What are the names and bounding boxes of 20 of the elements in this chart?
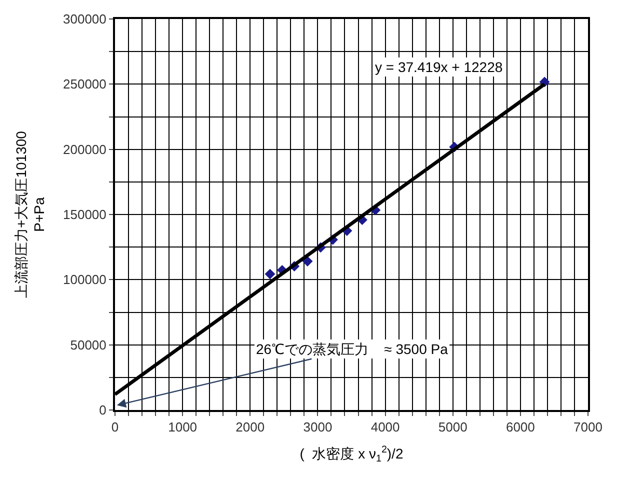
y-tick-label: 150000 [63, 207, 106, 222]
x-tick-label: 7000 [574, 420, 602, 435]
y-tick-label: 100000 [63, 272, 106, 288]
y-tick-label: 250000 [63, 76, 106, 92]
point [264, 268, 276, 280]
y-axis-title: 上流部圧力+大気圧101300 P+Pa [12, 130, 48, 298]
annotation: 26℃での蒸気圧力 ≈ 3500 Pa [256, 341, 448, 357]
x-tick-label: 4000 [370, 420, 400, 435]
y-tick-label: 0 [99, 402, 106, 418]
x-tick-label: 1000 [168, 420, 198, 435]
x-tick-label: 6000 [506, 420, 535, 435]
x-tick-label: 5000 [438, 420, 468, 435]
y-tick-label: 50000 [70, 337, 106, 352]
x-tick-label: 3000 [303, 420, 332, 435]
x-tick-label: 2000 [236, 420, 265, 435]
x-tick-label: 0 [111, 420, 119, 435]
annotation: y = 37.419x + 12228 [375, 59, 503, 75]
y-tick-label: 200000 [63, 142, 106, 157]
y-tick-label: 300000 [63, 12, 106, 27]
x-axis-title: ( 水密度 x ν$_{1}$$^{2}$)/2 [300, 444, 404, 464]
